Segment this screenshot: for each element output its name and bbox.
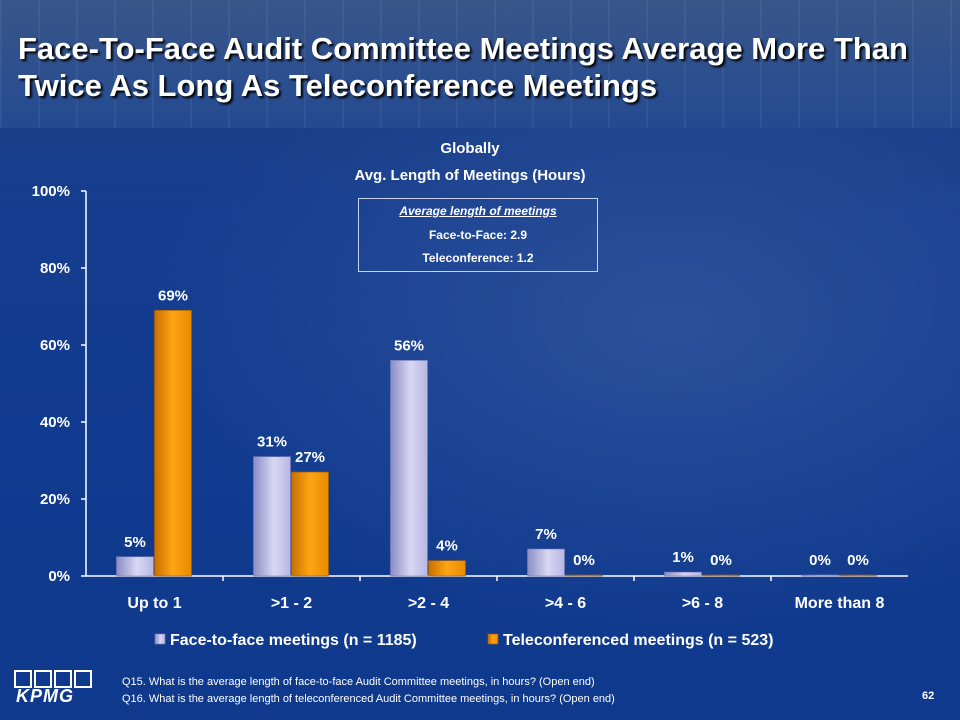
data-label: 0% [847,552,869,569]
y-tick-label: 20% [40,491,70,508]
bar-teleconference [839,574,877,577]
y-tick-label: 40% [40,414,70,431]
data-label: 0% [809,552,831,569]
y-tick-label: 60% [40,337,70,354]
x-category-label: Up to 1 [127,595,181,612]
bar-teleconference [428,560,466,577]
footnote-q16: Q16. What is the average length of telec… [122,693,615,705]
data-label: 56% [394,337,424,354]
x-category-label: >6 - 8 [682,595,723,612]
logo-text: KPMG [16,686,74,706]
header-band [0,0,960,128]
data-label: 31% [257,434,287,451]
data-label: 0% [573,552,595,569]
average-length-heading: Average length of meetings [399,204,557,218]
legend-swatch-face-to-face [154,633,166,645]
bar-teleconference [565,574,603,577]
y-tick-label: 100% [32,183,70,200]
data-label: 5% [124,534,146,551]
y-tick-label: 0% [48,568,70,585]
bar-teleconference [702,574,740,577]
x-category-label: More than 8 [795,595,885,612]
teleconference-average: Teleconference: 1.2 [422,251,534,265]
data-label: 1% [672,549,694,566]
data-label: 7% [535,526,557,543]
logo-box-1 [14,670,32,688]
chart-subtitle-metric: Avg. Length of Meetings (Hours) [354,167,586,184]
bar-face-to-face [664,571,702,577]
bar-face-to-face [390,360,428,577]
data-label: 0% [710,552,732,569]
footnote-q15: Q15. What is the average length of face-… [122,676,595,688]
kpmg-logo: KPMG [14,670,96,708]
bar-teleconference [154,310,192,577]
y-tick-label: 80% [40,260,70,277]
bar-teleconference [291,471,329,577]
bar-face-to-face [801,574,839,577]
x-category-label: >1 - 2 [271,595,312,612]
chart-subtitle-region: Globally [440,140,500,157]
average-length-box: Average length of meetings Face-to-Face:… [358,198,598,272]
data-label: 27% [295,449,325,466]
legend-label-teleconference: Teleconferenced meetings (n = 523) [503,632,773,649]
page-number: 62 [922,690,935,702]
logo-box-3 [54,670,72,688]
slide-title: Face-To-Face Audit Committee Meetings Av… [18,31,908,103]
logo-box-2 [34,670,52,688]
bar-face-to-face [116,556,154,577]
x-category-label: >2 - 4 [408,595,449,612]
face-to-face-average: Face-to-Face: 2.9 [428,228,528,242]
bar-face-to-face [253,456,291,577]
legend-label-face-to-face: Face-to-face meetings (n = 1185) [170,632,417,649]
data-label: 69% [158,287,188,304]
legend-swatch-teleconference [487,633,499,645]
data-label: 4% [436,538,458,555]
logo-box-4 [74,670,92,688]
x-category-label: >4 - 6 [545,595,586,612]
bar-face-to-face [527,548,565,577]
